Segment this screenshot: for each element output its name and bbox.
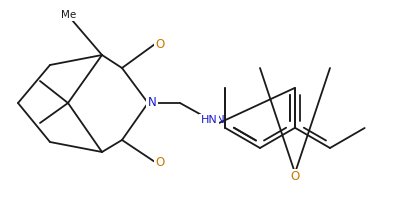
Text: HN: HN [200, 115, 217, 125]
Text: Me: Me [62, 10, 77, 20]
Text: N: N [148, 96, 156, 110]
Text: N: N [148, 96, 156, 110]
Text: O: O [156, 155, 164, 169]
Text: N: N [147, 96, 157, 110]
Text: O: O [156, 38, 164, 51]
Text: HN: HN [200, 115, 218, 125]
Text: O: O [290, 171, 300, 184]
Text: O: O [155, 155, 165, 169]
Text: O: O [290, 171, 300, 184]
Text: O: O [156, 155, 164, 169]
Text: O: O [155, 38, 165, 51]
Text: HN: HN [209, 115, 226, 125]
Text: O: O [156, 38, 164, 51]
Text: Me: Me [62, 10, 77, 20]
Text: Me: Me [60, 10, 78, 20]
Text: O: O [290, 171, 300, 184]
